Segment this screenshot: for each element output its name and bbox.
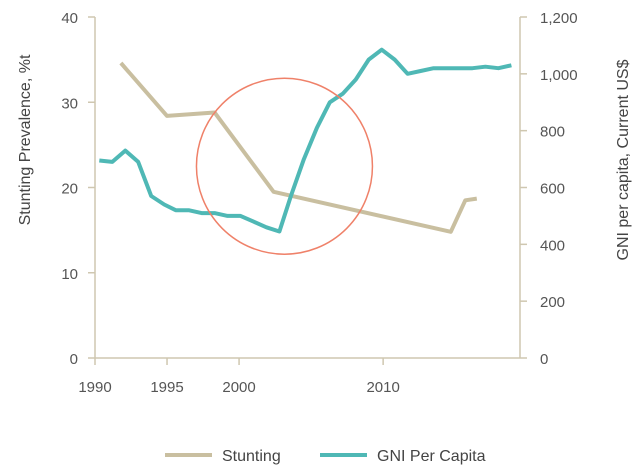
- left-tick-label: 10: [61, 266, 78, 283]
- legend-label-stunting: Stunting: [222, 448, 281, 465]
- series-line-stunting: [119, 61, 478, 234]
- right-tick-label: 0: [540, 351, 548, 368]
- right-tick-label: 1,000: [540, 67, 578, 84]
- left-tick-label: 30: [61, 95, 78, 112]
- right-axis-ticks: 0 200 400 600 800 1,000 1,200: [520, 10, 578, 368]
- x-tick-label: 1995: [150, 379, 183, 396]
- series-line-gni-per-capita: [99, 47, 512, 234]
- left-tick-label: 20: [61, 181, 78, 198]
- x-tick-label: 2000: [222, 379, 255, 396]
- left-tick-label: 0: [70, 351, 78, 368]
- left-tick-label: 40: [61, 10, 78, 27]
- legend-label-gni: GNI Per Capita: [377, 448, 486, 465]
- left-axis-title: Stunting Prevalence, %t: [17, 54, 34, 225]
- x-tick-label: 1990: [78, 379, 111, 396]
- highlight-circle: [195, 77, 374, 255]
- right-tick-label: 400: [540, 237, 565, 254]
- right-axis-title: GNI per capita, Current US$: [615, 59, 632, 260]
- right-tick-label: 600: [540, 181, 565, 198]
- x-axis-ticks: 1990 1995 2000 2010: [78, 358, 400, 396]
- right-tick-label: 200: [540, 294, 565, 311]
- right-tick-label: 800: [540, 124, 565, 141]
- left-axis-ticks: 0 10 20 30 40: [61, 10, 95, 368]
- legend: Stunting GNI Per Capita: [165, 448, 486, 465]
- right-tick-label: 1,200: [540, 10, 578, 27]
- highlight-annotation: [195, 77, 374, 255]
- x-tick-label: 2010: [366, 379, 399, 396]
- series-lines: [99, 47, 512, 234]
